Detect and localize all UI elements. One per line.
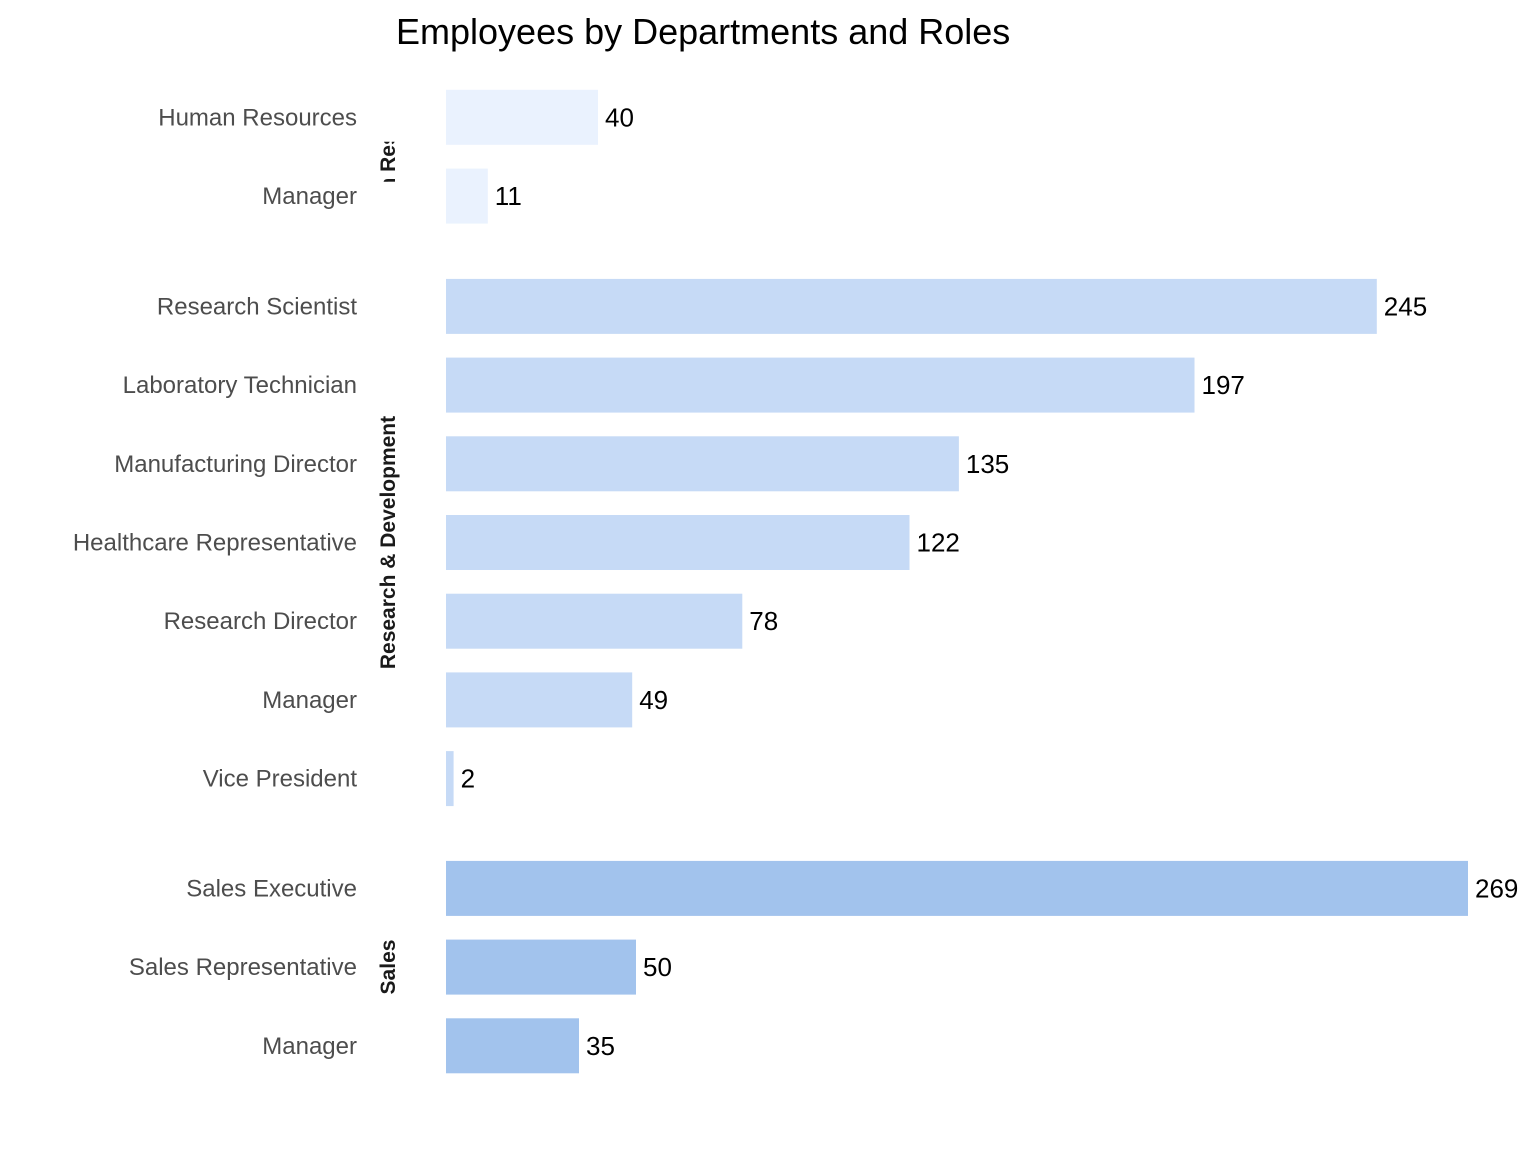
category-label: Manager	[262, 183, 357, 210]
category-label: Research Director	[164, 608, 357, 635]
facet-strip-label: Human Resources	[377, 64, 400, 248]
data-label: 269	[1475, 873, 1518, 903]
data-label: 78	[749, 606, 778, 636]
data-label: 135	[966, 449, 1009, 479]
data-label: 197	[1202, 370, 1245, 400]
bar-research-and-development-laboratory-technician	[446, 357, 1195, 413]
data-label: 11	[495, 181, 522, 211]
bar-sales-sales-executive	[446, 860, 1468, 916]
facet-research-and-development: Research Scientist 245 Laboratory Technici…	[73, 278, 1427, 807]
bar-research-and-development-manager	[446, 672, 633, 728]
bar-research-and-development-healthcare-representative	[446, 515, 910, 570]
bar-human-resources-human-resources	[446, 89, 598, 145]
bar-human-resources-manager	[446, 168, 488, 224]
category-label: Sales Executive	[186, 875, 357, 902]
category-label: Human Resources	[158, 104, 357, 131]
category-label: Manager	[262, 687, 357, 714]
category-label: Research Scientist	[157, 293, 357, 320]
data-label: 2	[461, 764, 475, 794]
category-label: Sales Representative	[129, 954, 357, 981]
chart-title: Employees by Departments and Roles	[396, 11, 1010, 52]
bar-research-and-development-vice-president	[446, 751, 454, 807]
category-label: Vice President	[203, 766, 358, 793]
facet-human-resources: Human Resources 40 Manager 11 Human Resource…	[158, 64, 634, 248]
data-label: 50	[643, 952, 672, 982]
bar-sales-sales-representative	[446, 939, 636, 995]
data-label: 245	[1384, 291, 1427, 321]
category-label: Manager	[262, 1033, 357, 1060]
data-label: 40	[605, 102, 634, 132]
data-label: 122	[917, 528, 960, 558]
facet-strip-label: Research & Development	[377, 416, 400, 669]
category-label: Healthcare Representative	[73, 530, 357, 557]
facet-strip-label: Sales	[377, 940, 400, 995]
data-label: 49	[639, 685, 668, 715]
category-label: Manufacturing Director	[114, 451, 357, 478]
facet-panels: Human Resources 40 Manager 11 Human Resource…	[73, 64, 1518, 1074]
facet-sales: Sales Executive 269 Sales Representative 50…	[129, 860, 1518, 1074]
bar-research-and-development-research-scientist	[446, 278, 1377, 334]
category-label: Laboratory Technician	[123, 372, 357, 399]
bar-sales-manager	[446, 1018, 579, 1074]
bar-research-and-development-manufacturing-director	[446, 436, 959, 492]
data-label: 35	[586, 1031, 615, 1061]
bar-research-and-development-research-director	[446, 593, 743, 649]
